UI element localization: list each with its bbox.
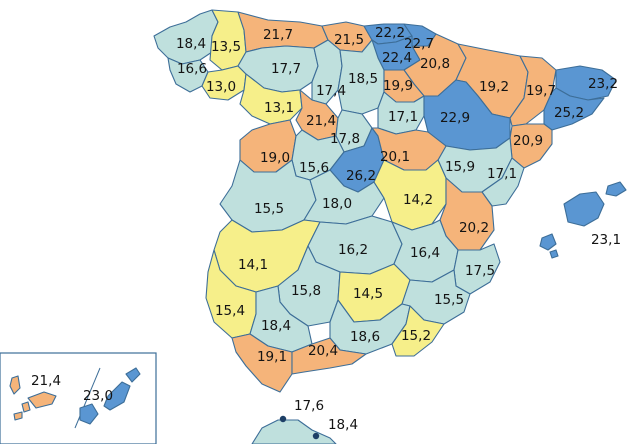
island-la-palma [9,375,21,395]
province-almeria [391,305,445,357]
province-shapes [153,9,617,393]
label-sevilla: 18,4 [261,318,291,334]
island-ibiza [539,233,557,251]
label-castellon: 17,1 [487,166,517,182]
melilla-dot [312,432,320,440]
label-soria: 17,1 [388,109,418,125]
label-lugo: 13,5 [211,39,241,55]
island-gomera [21,401,31,413]
island-menorca [605,181,627,197]
label-huesca: 19,2 [479,79,509,95]
island-lanzarote [125,367,141,383]
label-baleares: 23,1 [591,232,621,248]
province-barcelona [543,87,605,131]
label-salamanca: 19,0 [260,150,290,166]
label-girona: 23,2 [588,76,618,92]
label-caceres: 15,5 [254,201,284,217]
label-cordoba: 15,8 [291,283,321,299]
label-ourense: 13,0 [206,79,236,95]
label-navarra: 20,8 [420,56,450,72]
label-las-palmas: 21,4 [31,373,61,389]
label-madrid: 26,2 [346,168,376,184]
label-alicante: 17,5 [465,263,495,279]
label-toledo: 18,0 [322,196,352,212]
label-leon: 17,7 [271,61,301,77]
label-cadiz: 19,1 [257,349,287,365]
label-la-rioja: 19,9 [383,78,413,94]
label-badajoz: 14,1 [238,257,268,273]
label-barcelona: 25,2 [554,105,584,121]
island-tenerife [27,391,57,409]
label-ceuta: 17,6 [294,398,324,414]
label-bizkaia: 22,2 [375,25,405,41]
label-almeria: 15,2 [401,328,431,344]
label-ciudad-real: 16,2 [338,242,368,258]
label-avila: 15,6 [299,160,329,176]
label-melilla: 18,4 [328,417,358,433]
province-leon [237,45,319,93]
island-mallorca [563,191,605,227]
canary-inset [0,352,157,444]
label-malaga: 20,4 [308,343,338,359]
label-zaragoza: 22,9 [440,110,470,126]
label-a-coruna: 18,4 [176,36,206,52]
island-formentera [549,249,559,259]
label-santa-cruz: 23,0 [83,388,113,404]
label-jaen: 14,5 [353,286,383,302]
province-tarragona [509,123,553,169]
province-cadiz [231,333,293,393]
island-gran-canaria [79,403,99,425]
balearic-islands [539,181,627,259]
label-pontevedra: 16,6 [177,61,207,77]
island-fuerteventura [103,381,131,411]
value-labels: 18,4 13,5 21,7 21,5 22,2 22,7 22,4 20,8 … [31,25,621,433]
label-teruel: 15,9 [445,159,475,175]
label-gipuzkoa: 22,7 [404,36,434,52]
province-guadalajara [371,127,447,171]
north-africa [251,415,337,444]
label-valladolid: 21,4 [306,113,336,129]
ceuta-dot [279,415,287,423]
label-lleida: 19,7 [526,83,556,99]
label-huelva: 15,4 [215,303,245,319]
province-malaga [291,337,367,375]
label-murcia: 15,5 [434,292,464,308]
label-araba: 22,4 [382,50,412,66]
label-cuenca: 14,2 [403,192,433,208]
label-zamora: 13,1 [264,100,294,116]
canary-inset-divider [74,367,101,429]
label-guadalajara: 20,1 [380,149,410,165]
label-cantabria: 21,5 [334,32,364,48]
province-palencia [311,39,343,105]
canary-inset-frame [0,352,157,444]
label-segovia: 17,8 [330,131,360,147]
label-asturias: 21,7 [263,27,293,43]
label-tarragona: 20,9 [513,133,543,149]
label-albacete: 16,4 [410,245,440,261]
island-hierro [13,411,23,421]
label-burgos: 18,5 [348,71,378,87]
label-palencia: 17,4 [316,83,346,99]
label-valencia: 20,2 [459,220,489,236]
province-toledo [303,169,385,225]
label-granada: 18,6 [350,329,380,345]
north-africa-coast [251,419,337,444]
